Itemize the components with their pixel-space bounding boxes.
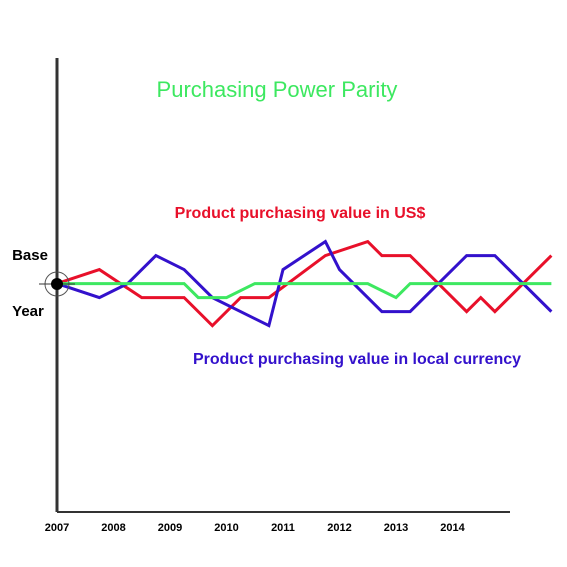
year-label: Year bbox=[12, 303, 44, 320]
crosshair-dot bbox=[51, 278, 63, 290]
x-tick-label: 2007 bbox=[45, 522, 69, 534]
chart-title: Purchasing Power Parity bbox=[157, 77, 398, 102]
x-tick-label: 2010 bbox=[214, 522, 238, 534]
x-tick-label: 2011 bbox=[271, 522, 295, 534]
x-tick-label: 2012 bbox=[327, 522, 351, 534]
x-tick-label: 2008 bbox=[101, 522, 125, 534]
x-tick-label: 2009 bbox=[158, 522, 182, 534]
x-tick-label: 2013 bbox=[384, 522, 408, 534]
series-line bbox=[56, 239, 553, 328]
series-label: Product purchasing value in US$ bbox=[175, 205, 426, 222]
x-tick-label: 2014 bbox=[440, 522, 465, 534]
base-label: Base bbox=[12, 247, 48, 264]
series-line bbox=[57, 282, 552, 300]
series-line bbox=[56, 239, 553, 328]
series-label: Product purchasing value in local curren… bbox=[193, 351, 521, 368]
